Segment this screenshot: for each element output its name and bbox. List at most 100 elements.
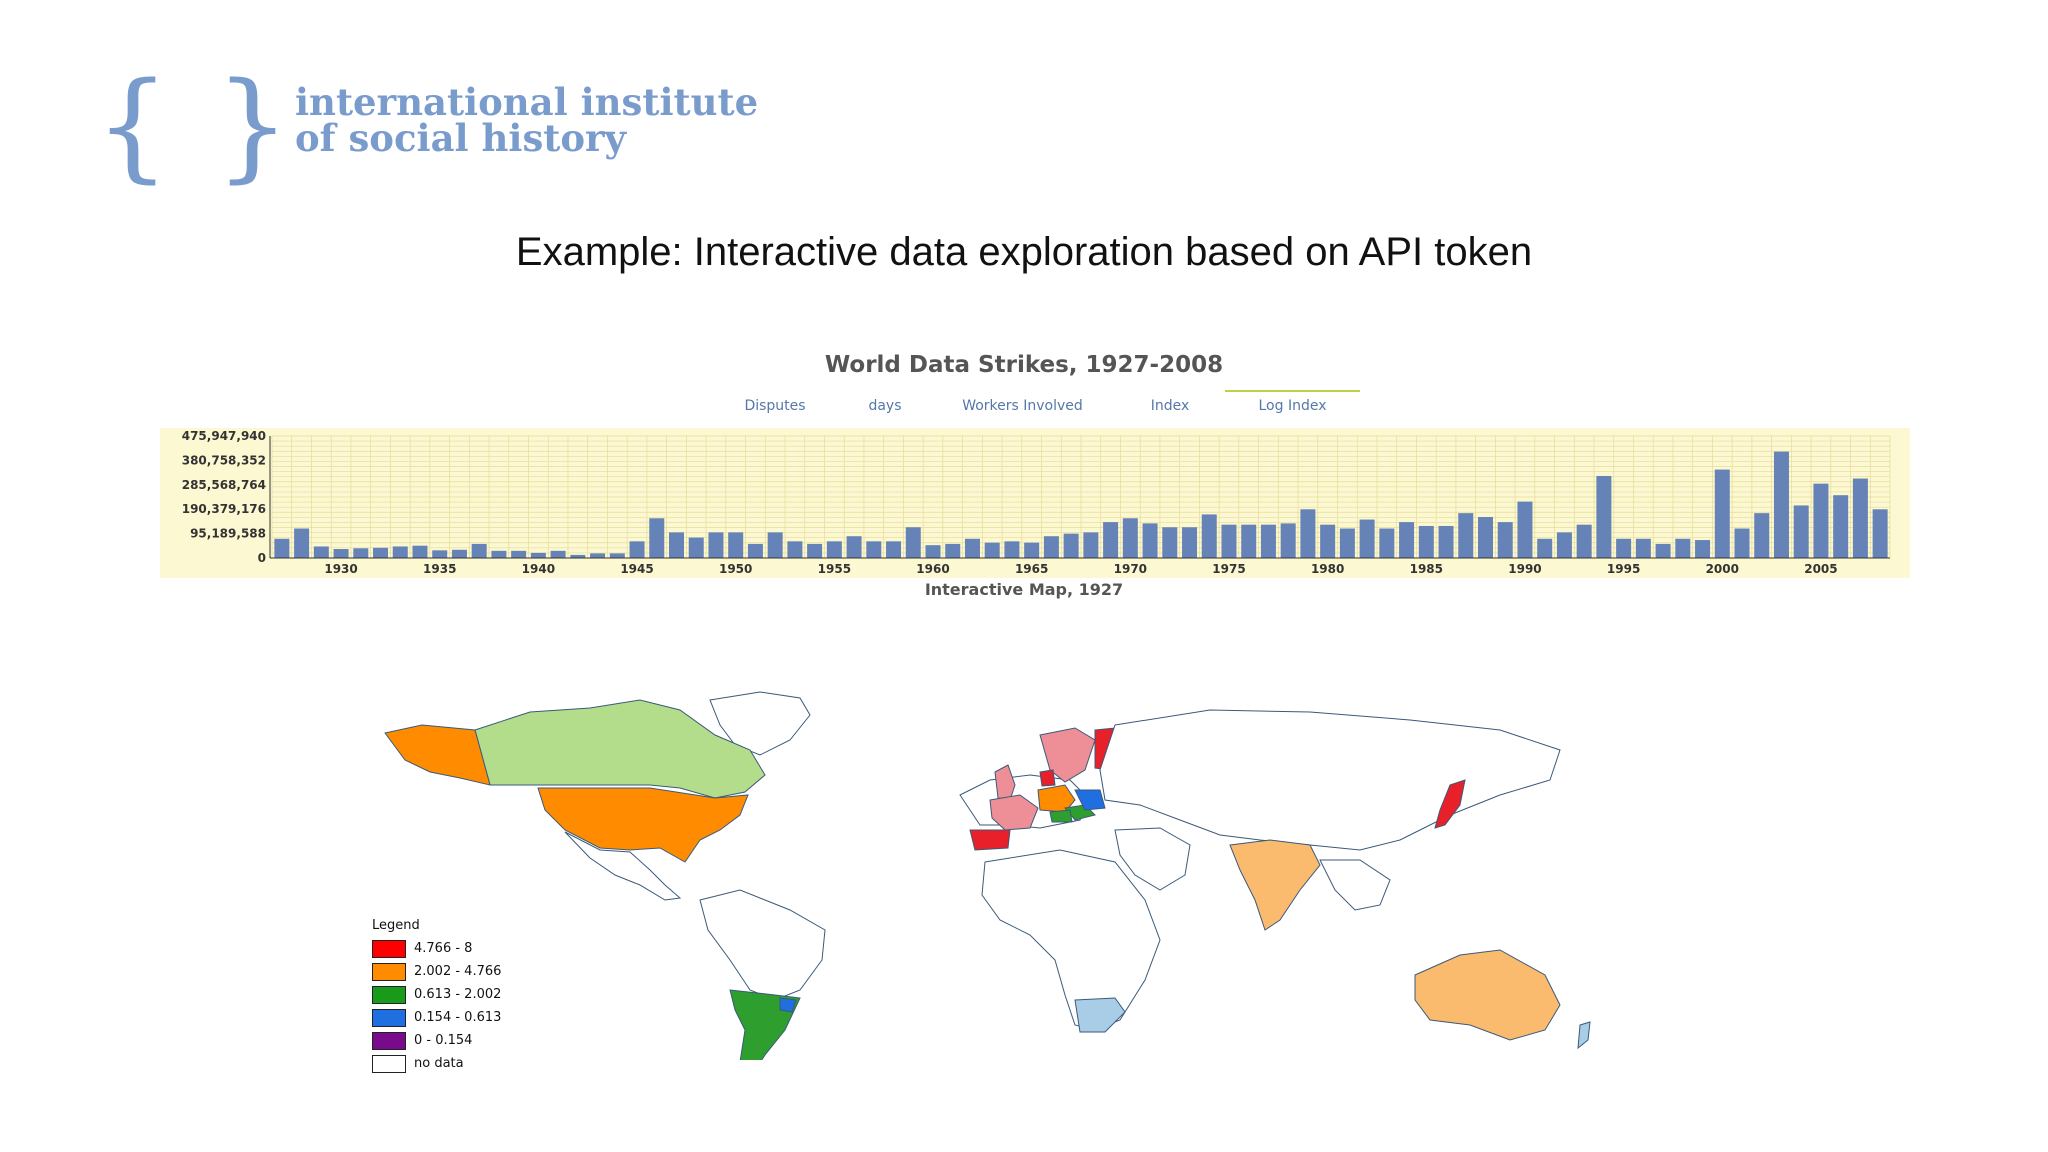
- bar-year-1934[interactable]: [412, 545, 428, 558]
- bar-year-2006[interactable]: [1833, 495, 1849, 558]
- map-region-spain[interactable]: [969, 829, 1011, 851]
- bar-year-1987[interactable]: [1458, 513, 1474, 558]
- bar-year-1994[interactable]: [1596, 475, 1612, 558]
- legend-item[interactable]: 0.154 - 0.613: [372, 1006, 501, 1029]
- bar-year-1968[interactable]: [1083, 532, 1099, 558]
- bar-year-1950[interactable]: [728, 532, 744, 558]
- bar-year-1999[interactable]: [1695, 540, 1711, 558]
- bar-year-1938[interactable]: [491, 550, 507, 558]
- legend-item[interactable]: 4.766 - 8: [372, 937, 501, 960]
- bar-year-1947[interactable]: [669, 532, 684, 558]
- tab-workers-involved[interactable]: Workers Involved: [962, 398, 1083, 414]
- bar-year-1952[interactable]: [767, 532, 783, 558]
- bar-year-1967[interactable]: [1063, 533, 1079, 558]
- bar-year-1956[interactable]: [846, 536, 862, 558]
- map-region-canada[interactable]: [474, 699, 766, 799]
- bar-year-1935[interactable]: [432, 550, 448, 558]
- bar-year-1960[interactable]: [925, 545, 941, 558]
- legend-item[interactable]: no data: [372, 1052, 501, 1075]
- map-region-mexico[interactable]: [564, 831, 682, 901]
- map-region-alaska[interactable]: [384, 724, 491, 786]
- bar-year-1983[interactable]: [1379, 528, 1395, 558]
- bar-year-1951[interactable]: [747, 543, 763, 558]
- bar-year-1961[interactable]: [945, 543, 961, 558]
- bar-year-1973[interactable]: [1182, 527, 1198, 558]
- legend-item[interactable]: 0.613 - 2.002: [372, 983, 501, 1006]
- bar-year-2005[interactable]: [1813, 483, 1829, 558]
- bar-year-1991[interactable]: [1537, 538, 1553, 558]
- bar-year-1965[interactable]: [1024, 542, 1040, 558]
- bar-year-1981[interactable]: [1339, 528, 1355, 558]
- bar-year-1936[interactable]: [451, 549, 467, 558]
- map-region-japan[interactable]: [1434, 779, 1466, 829]
- bar-year-2004[interactable]: [1793, 505, 1809, 558]
- bar-year-2001[interactable]: [1734, 528, 1750, 558]
- bar-year-1992[interactable]: [1556, 532, 1572, 558]
- bar-year-1954[interactable]: [807, 543, 823, 558]
- bar-year-1980[interactable]: [1320, 524, 1336, 558]
- bar-year-1974[interactable]: [1201, 514, 1217, 558]
- map-region-south-africa[interactable]: [1074, 997, 1126, 1033]
- legend-item[interactable]: 0 - 0.154: [372, 1029, 501, 1052]
- bar-year-1957[interactable]: [866, 541, 882, 558]
- bar-year-1930[interactable]: [333, 549, 349, 558]
- bar-year-1970[interactable]: [1122, 518, 1138, 558]
- bar-year-1941[interactable]: [550, 550, 566, 558]
- bar-year-1953[interactable]: [787, 541, 803, 558]
- bar-year-1976[interactable]: [1241, 524, 1257, 558]
- bar-year-1993[interactable]: [1576, 524, 1592, 558]
- map-region-denmark[interactable]: [1039, 769, 1056, 787]
- map-region-india[interactable]: [1229, 839, 1321, 931]
- map-region-australia[interactable]: [1414, 949, 1561, 1041]
- bar-year-1949[interactable]: [708, 532, 724, 558]
- tab-days[interactable]: days: [868, 398, 902, 414]
- map-region-middle-east[interactable]: [1114, 827, 1191, 891]
- map-region-africa[interactable]: [981, 849, 1161, 1031]
- map-region-greenland[interactable]: [709, 691, 811, 756]
- map-region-germany[interactable]: [1037, 784, 1076, 813]
- bar-year-1945[interactable]: [629, 541, 645, 558]
- bar-year-1946[interactable]: [649, 518, 665, 558]
- bar-year-2002[interactable]: [1754, 513, 1770, 558]
- bar-year-2000[interactable]: [1714, 469, 1730, 558]
- bar-year-1944[interactable]: [609, 553, 625, 558]
- bar-year-1984[interactable]: [1399, 522, 1415, 558]
- tab-disputes[interactable]: Disputes: [744, 398, 806, 414]
- bar-year-1931[interactable]: [353, 548, 369, 558]
- bar-year-1978[interactable]: [1280, 523, 1296, 558]
- bar-year-1963[interactable]: [984, 542, 1000, 558]
- map-region-poland[interactable]: [1074, 789, 1106, 811]
- bar-year-1928[interactable]: [294, 528, 310, 558]
- tab-log-index[interactable]: Log Index: [1225, 390, 1360, 414]
- map-region-uruguay[interactable]: [779, 997, 797, 1013]
- bar-year-1969[interactable]: [1103, 522, 1119, 558]
- bar-year-1942[interactable]: [570, 554, 586, 558]
- bar-year-1971[interactable]: [1142, 523, 1158, 558]
- bar-year-1939[interactable]: [511, 550, 527, 558]
- bar-year-1979[interactable]: [1300, 509, 1316, 558]
- bar-year-1927[interactable]: [274, 538, 290, 558]
- bar-year-1989[interactable]: [1497, 522, 1513, 558]
- tab-index[interactable]: Index: [1150, 398, 1190, 414]
- bar-year-1929[interactable]: [313, 546, 329, 558]
- bar-year-1948[interactable]: [688, 537, 704, 558]
- bar-year-1962[interactable]: [964, 538, 980, 558]
- bar-year-1982[interactable]: [1359, 519, 1375, 558]
- bar-year-1943[interactable]: [590, 553, 606, 558]
- bar-year-1958[interactable]: [886, 541, 902, 558]
- bar-year-1988[interactable]: [1478, 516, 1493, 558]
- map-region-uk[interactable]: [994, 764, 1016, 801]
- bar-year-1972[interactable]: [1162, 527, 1178, 558]
- bar-year-1985[interactable]: [1418, 525, 1434, 558]
- bar-year-1937[interactable]: [471, 543, 487, 558]
- map-region-asia[interactable]: [1099, 709, 1561, 851]
- bar-year-1966[interactable]: [1043, 536, 1059, 558]
- map-region-austria[interactable]: [1049, 809, 1073, 823]
- bar-year-1990[interactable]: [1517, 501, 1533, 558]
- map-region-usa[interactable]: [537, 787, 749, 863]
- map-region-france[interactable]: [989, 794, 1039, 831]
- bar-year-2007[interactable]: [1852, 478, 1868, 558]
- map-region-south-america[interactable]: [699, 889, 826, 1001]
- bar-year-1997[interactable]: [1655, 543, 1671, 558]
- map-region-new-zealand[interactable]: [1577, 1021, 1591, 1050]
